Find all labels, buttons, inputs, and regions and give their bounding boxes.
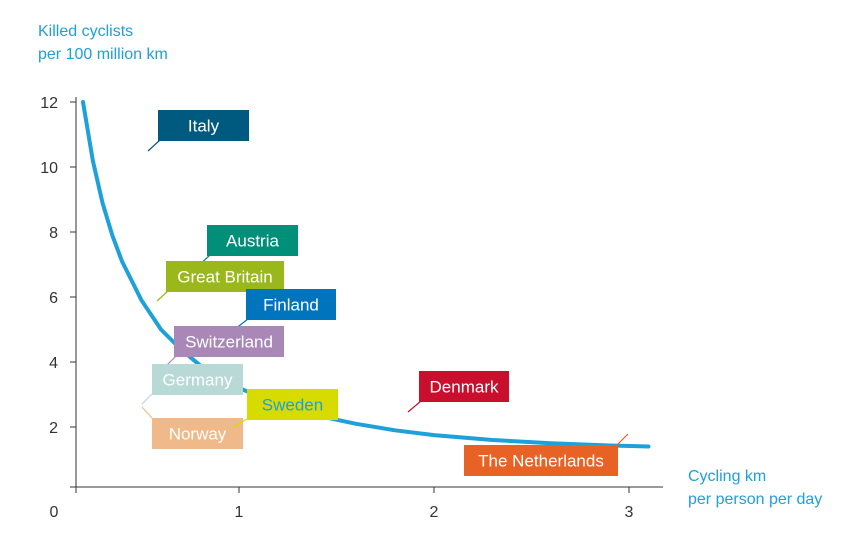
y-axis-title: Killed cyclists per 100 million km [38, 20, 168, 66]
country-label-austria: Austria [226, 232, 279, 251]
country-box-austria [207, 225, 298, 256]
x-axis-title-line-2: per person per day [688, 491, 823, 508]
y-tick-label-4: 4 [49, 355, 58, 372]
y-tick-label-12: 12 [40, 95, 58, 112]
country-label-denmark: Denmark [430, 378, 499, 397]
x-axis-title-line-1: Cycling km [688, 468, 767, 485]
x-tick-label-0: 0 [50, 504, 59, 521]
country-box-the-netherlands [464, 445, 618, 476]
country-box-denmark [419, 371, 509, 402]
country-label-great-britain: Great Britain [177, 268, 272, 287]
x-axis-title: Cycling km per person per day [688, 465, 822, 511]
x-tick-label-2: 2 [430, 504, 439, 521]
country-box-switzerland [174, 326, 284, 357]
country-box-norway [152, 418, 243, 449]
x-tick-label-1: 1 [235, 504, 244, 521]
country-box-sweden [247, 389, 338, 420]
country-label-norway: Norway [169, 425, 227, 444]
leader-line-germany [141, 393, 153, 405]
y-axis-title-line-2: per 100 million km [38, 46, 168, 63]
country-box-italy [158, 110, 249, 141]
country-label-germany: Germany [163, 371, 233, 390]
y-tick-label-10: 10 [40, 160, 58, 177]
country-box-germany [152, 364, 243, 395]
leader-line-italy [147, 139, 161, 152]
y-tick-label-8: 8 [49, 225, 58, 242]
y-tick-label-6: 6 [49, 290, 58, 307]
country-label-italy: Italy [188, 117, 220, 136]
country-box-great-britain [166, 261, 284, 292]
leader-line-norway [141, 406, 153, 419]
leader-line-the-netherlands [615, 433, 629, 447]
x-tick-label-3: 3 [625, 504, 634, 521]
y-tick-label-2: 2 [49, 420, 58, 437]
country-box-finland [246, 289, 336, 320]
country-label-sweden: Sweden [262, 396, 323, 415]
country-label-switzerland: Switzerland [185, 333, 273, 352]
leader-line-sweden [231, 418, 248, 429]
country-label-finland: Finland [263, 296, 319, 315]
y-axis-title-line-1: Killed cyclists [38, 23, 134, 40]
country-label-the-netherlands: The Netherlands [478, 452, 604, 471]
leader-line-great-britain [156, 290, 169, 302]
leader-line-denmark [407, 400, 422, 413]
